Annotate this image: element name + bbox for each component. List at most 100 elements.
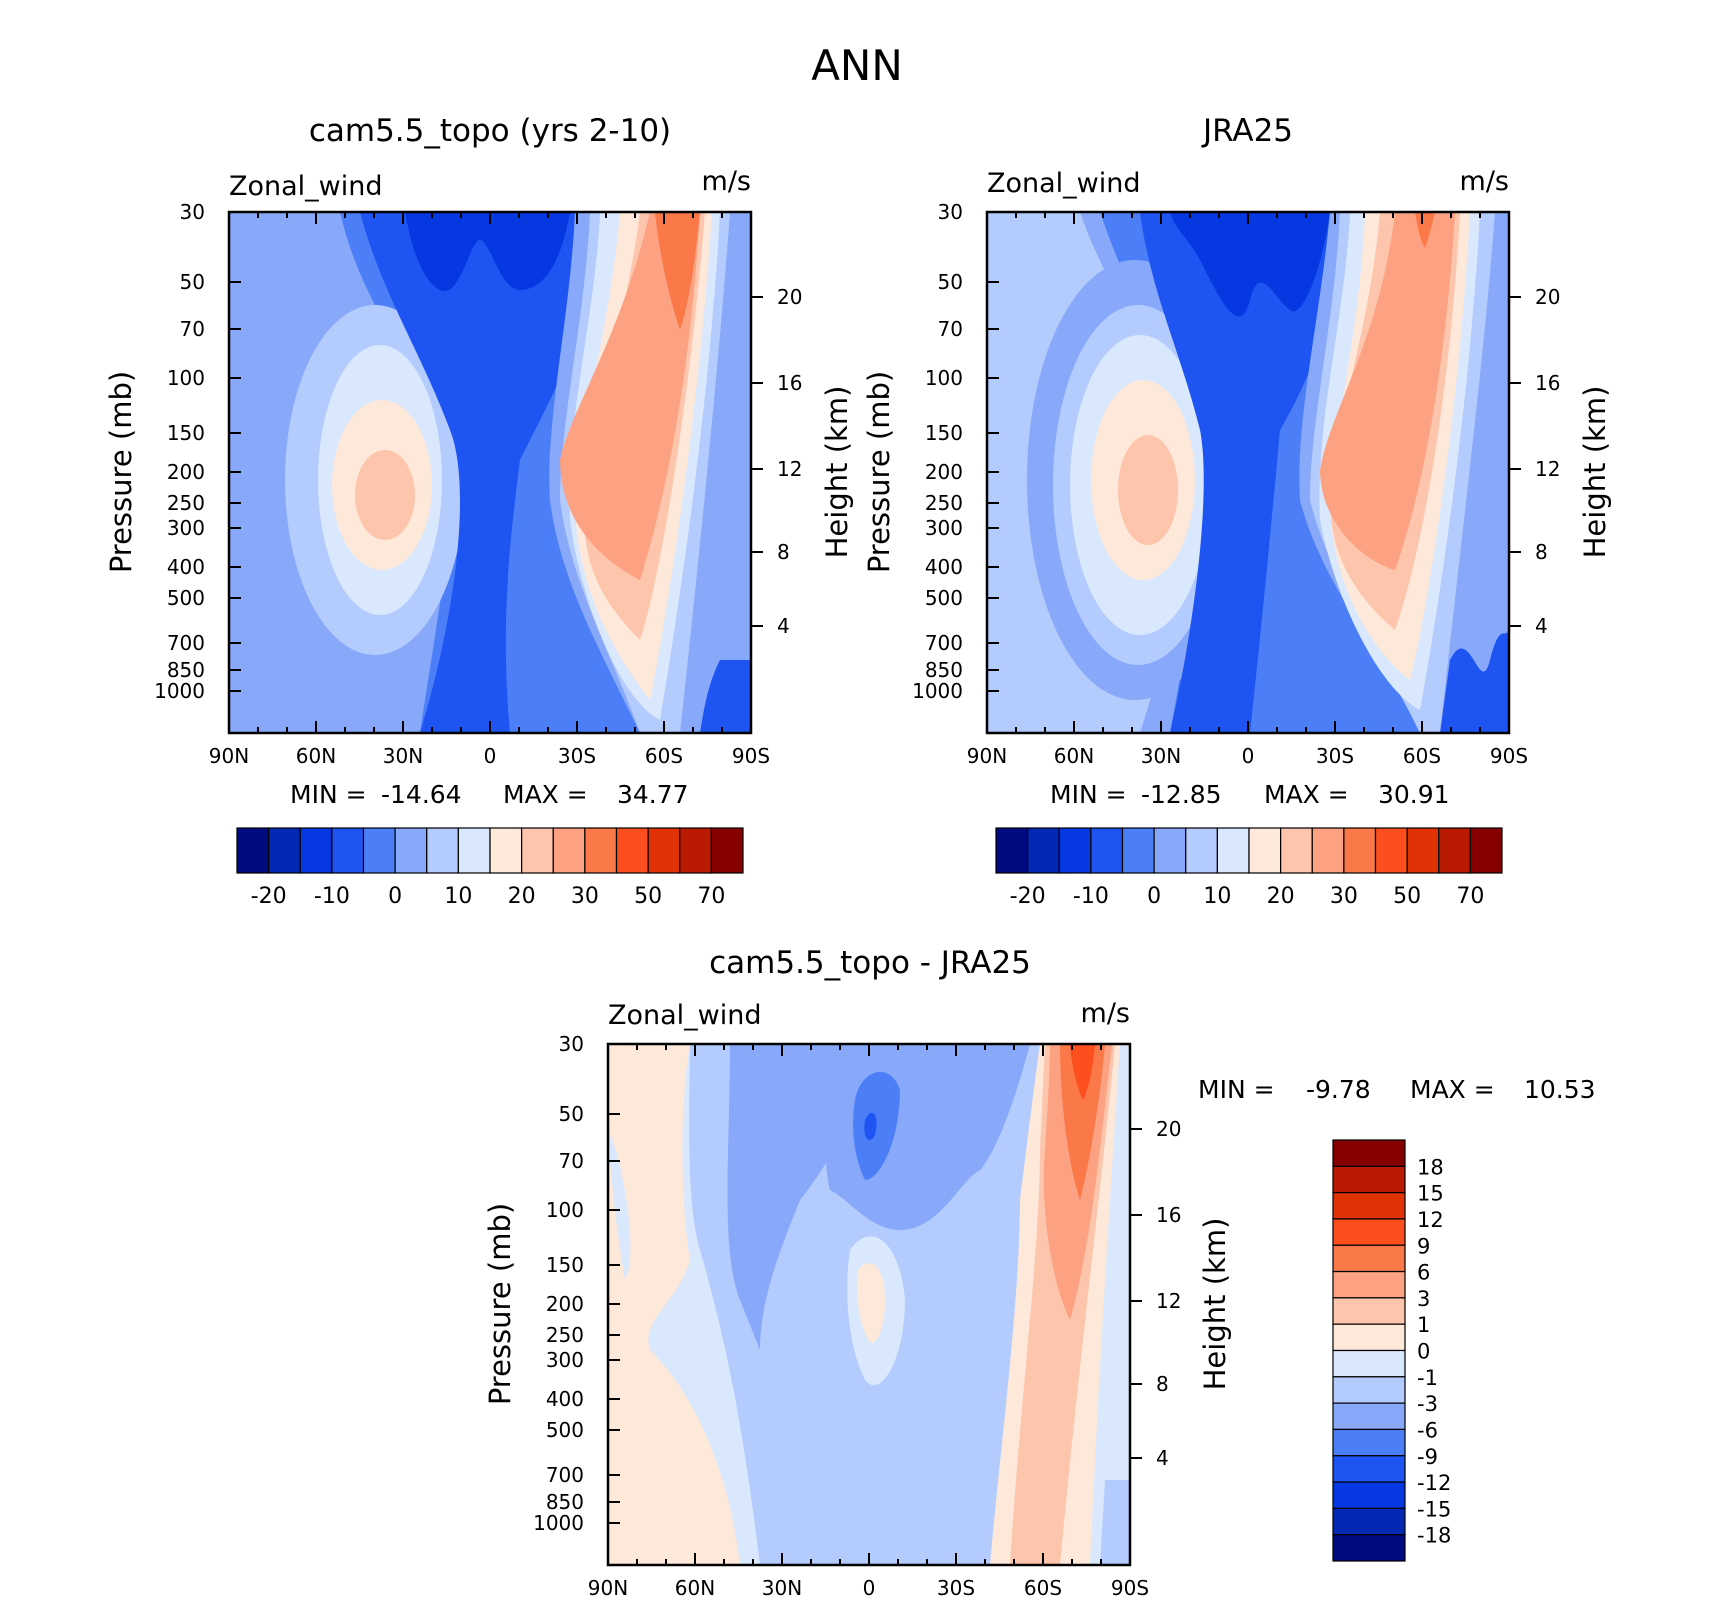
min-value: -12.85: [1141, 780, 1222, 809]
colorbar-swatch: [1280, 827, 1313, 874]
colorbar-swatch: [331, 827, 365, 874]
colorbar-swatch: [1406, 827, 1440, 874]
units-label: m/s: [1460, 166, 1509, 197]
y2-axis-title: Height (km): [1198, 1218, 1232, 1391]
colorbar-swatch: [1332, 1376, 1406, 1404]
x-tick-label: 30N: [1141, 744, 1181, 768]
colorbar-swatch: [1332, 1507, 1406, 1536]
colorbar-label: 10: [1203, 884, 1231, 909]
y-tick-label: 70: [559, 1149, 584, 1173]
colorbar-swatch: [1332, 1270, 1406, 1299]
panel-diff: cam5.5_topo - JRA25 Zonal_wind m/s 90N 60…: [483, 945, 1596, 1600]
y-tick-label: 100: [546, 1198, 584, 1222]
y-tick-label: 50: [559, 1102, 584, 1126]
y2-axis-ticks: 20 16 12 8 4: [1130, 1117, 1181, 1470]
contour-surface-westerly: [1440, 630, 1509, 733]
contour-negative-core: [853, 1071, 900, 1180]
y-tick-label: 50: [180, 270, 205, 294]
colorbar-swatch: [1332, 1534, 1406, 1562]
colorbar-label: -15: [1417, 1497, 1451, 1521]
y2-tick-label: 20: [777, 285, 802, 309]
max-value: 30.91: [1378, 780, 1450, 809]
y-tick-label: 150: [167, 421, 205, 445]
y2-tick-label: 8: [1156, 1372, 1169, 1396]
colorbar-label: -12: [1417, 1471, 1451, 1495]
x-axis-ticks: 90N 60N 30N 0 30S 60S 90S: [967, 212, 1528, 768]
colorbar-label: 20: [1267, 884, 1295, 909]
min-label: MIN =: [290, 780, 367, 809]
contour-field: [987, 212, 1509, 733]
x-tick-label: 60N: [675, 1576, 715, 1600]
colorbar-label: 3: [1417, 1287, 1430, 1311]
y2-axis-title: Height (km): [820, 386, 854, 559]
max-value: 10.53: [1524, 1075, 1596, 1104]
colorbar-label: -10: [314, 884, 350, 909]
colorbar-label: 15: [1417, 1182, 1444, 1206]
y2-axis-ticks: 20 16 12 8 4: [1509, 285, 1560, 638]
y-tick-label: 700: [546, 1463, 584, 1487]
max-label: MAX =: [1264, 780, 1349, 809]
x-tick-label: 60N: [1054, 744, 1094, 768]
y2-tick-label: 16: [777, 371, 802, 395]
colorbar-swatch: [1332, 1192, 1406, 1220]
colorbar-swatch: [1332, 1165, 1406, 1194]
y-tick-label: 300: [167, 516, 205, 540]
units-label: m/s: [702, 166, 751, 197]
contour-southern-jet-core: [560, 212, 700, 580]
colorbar-swatch: [1332, 1428, 1406, 1457]
colorbar-swatch: [489, 827, 523, 874]
panel-title: cam5.5_topo - JRA25: [709, 945, 1031, 981]
colorbar-label: 12: [1417, 1208, 1444, 1232]
x-tick-label: 60S: [645, 744, 683, 768]
colorbar-swatch: [299, 827, 333, 874]
colorbar-label: 50: [1393, 884, 1421, 909]
colorbar-label: -1: [1417, 1366, 1438, 1390]
min-value: -14.64: [381, 780, 462, 809]
colorbar-label: 0: [1147, 884, 1161, 909]
colorbar-swatch: [1027, 827, 1060, 874]
x-tick-label: 90N: [967, 744, 1007, 768]
contour-southern-jet-max: [655, 212, 700, 330]
contour-positive-north-fill: [608, 1044, 740, 1565]
colorbar-swatch: [362, 827, 396, 874]
x-tick-label: 0: [484, 744, 497, 768]
colorbar-swatch: [1311, 827, 1345, 874]
colorbar-swatch: [584, 827, 618, 874]
colorbar-label: -10: [1073, 884, 1109, 909]
contour-field: [229, 212, 751, 733]
contour-easterly-core: [1170, 212, 1330, 317]
x-tick-label: 60S: [1403, 744, 1441, 768]
colorbar-swatch: [236, 827, 270, 874]
y2-tick-label: 16: [1535, 371, 1560, 395]
y-axis-title: Pressure (mb): [104, 371, 138, 573]
min-max-readout: MIN = -9.78 MAX = 10.53: [1198, 1075, 1596, 1104]
x-tick-label: 0: [863, 1576, 876, 1600]
colorbar-swatch: [1121, 827, 1155, 874]
x-tick-label: 90N: [209, 744, 249, 768]
colorbar-swatch: [1153, 827, 1187, 874]
contour-jet-max: [355, 450, 415, 540]
colorbar-swatch: [679, 827, 712, 874]
colorbar-label: 1: [1417, 1313, 1430, 1337]
colorbar-swatch: [995, 827, 1029, 874]
colorbar-label: -9: [1417, 1445, 1438, 1469]
x-tick-label: 30N: [762, 1576, 802, 1600]
colorbar-label: -20: [251, 884, 287, 909]
colorbar-swatch: [647, 827, 681, 874]
colorbar-label: 6: [1417, 1261, 1430, 1285]
colorbar-swatch: [1332, 1402, 1406, 1431]
colorbar-label: 9: [1417, 1234, 1430, 1258]
colorbar-swatch: [1332, 1297, 1406, 1325]
colorbar-label: -6: [1417, 1418, 1438, 1442]
x-axis-ticks: 90N 60N 30N 0 30S 60S 90S: [588, 1044, 1149, 1600]
colorbar-swatch: [457, 827, 491, 874]
min-value: -9.78: [1306, 1075, 1371, 1104]
colorbar-label: 70: [1456, 884, 1484, 909]
y2-tick-label: 16: [1156, 1203, 1181, 1227]
contour-jet-max: [1118, 435, 1178, 545]
colorbar-swatch: [1332, 1455, 1406, 1483]
